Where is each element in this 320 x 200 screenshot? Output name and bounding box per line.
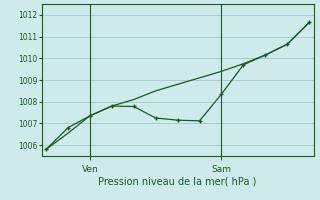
X-axis label: Pression niveau de la mer( hPa ): Pression niveau de la mer( hPa ) <box>99 177 257 187</box>
